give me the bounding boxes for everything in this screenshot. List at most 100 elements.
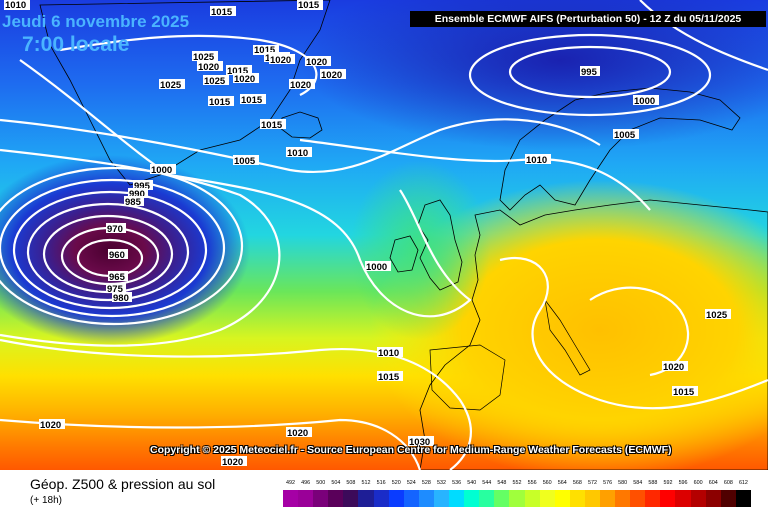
color-scale-bar — [283, 490, 751, 507]
isobar-985 — [0, 178, 226, 318]
pressure-label: 1010 — [378, 348, 399, 359]
pressure-label: 1020 — [40, 420, 61, 431]
pressure-label: 1020 — [222, 457, 243, 468]
pressure-label: 980 — [113, 293, 129, 304]
pressure-label: 1020 — [290, 80, 311, 91]
color-scale-value: 604 — [708, 480, 718, 486]
color-scale-swatch — [615, 490, 631, 507]
pressure-label: 1015 — [254, 45, 276, 56]
model-info-banner: Ensemble ECMWF AIFS (Perturbation 50) - … — [410, 11, 766, 27]
pressure-label: 990 — [129, 189, 145, 200]
pressure-label: 1015 — [298, 0, 320, 11]
northern-trough-shading — [300, 0, 768, 150]
color-scale-swatch — [675, 490, 691, 507]
isobar-1005 — [0, 118, 601, 174]
isobar-1010 — [299, 138, 651, 211]
color-scale-value: 592 — [663, 480, 673, 486]
pressure-label: 1015 — [211, 7, 233, 18]
pressure-label: 1005 — [234, 156, 256, 167]
color-scale-swatch — [464, 490, 480, 507]
color-scale-swatch — [509, 490, 525, 507]
pressure-label: 970 — [107, 224, 123, 235]
color-scale-value: 544 — [482, 480, 492, 486]
color-scale-swatch — [343, 490, 359, 507]
pressure-label: 1020 — [663, 362, 684, 373]
pressure-label: 1015 — [209, 97, 231, 108]
color-scale-swatch — [494, 490, 510, 507]
color-scale-swatch — [705, 490, 721, 507]
color-scale-swatch — [298, 490, 314, 507]
pressure-label: 995 — [134, 181, 151, 192]
pressure-label: 1000 — [634, 96, 655, 107]
pressure-label: 1020 — [270, 55, 291, 66]
pressure-label: 1030 — [409, 437, 430, 448]
color-scale-value: 576 — [603, 480, 613, 486]
pressure-labels: 1010 1015 1015 1015 1025 1015 1020 1020 … — [4, 0, 731, 468]
britain-coastline — [417, 199, 463, 291]
color-scale-swatch — [584, 490, 600, 507]
color-scale-swatch — [283, 490, 299, 507]
color-scale-swatch — [358, 490, 374, 507]
italy-coastline — [544, 299, 591, 376]
color-scale-swatch — [645, 490, 661, 507]
color-scale-value: 556 — [527, 480, 537, 486]
pressure-label: 1015 — [378, 372, 400, 383]
color-scale-value: 568 — [572, 480, 582, 486]
color-scale-value: 504 — [331, 480, 341, 486]
color-scale-value: 572 — [587, 480, 597, 486]
pressure-label: 1015 — [241, 95, 263, 106]
europe-coastline — [419, 199, 768, 470]
color-scale-value: 540 — [467, 480, 477, 486]
color-scale-value: 524 — [406, 480, 416, 486]
color-scale-swatch — [720, 490, 736, 507]
ireland-coastline — [389, 235, 419, 273]
scandinavia-coastline — [499, 87, 741, 211]
isobar-northern-low — [468, 33, 712, 117]
color-scale-value: 520 — [391, 480, 401, 486]
color-scale-value: 508 — [346, 480, 356, 486]
color-scale-value: 564 — [557, 480, 567, 486]
isobars — [0, 0, 768, 470]
iberia-coastline — [429, 344, 506, 411]
pressure-label: 1025 — [204, 76, 226, 87]
map-footer: Géop. Z500 & pression au sol (+ 18h) 492… — [0, 470, 768, 512]
color-scale-swatch — [418, 490, 434, 507]
color-scale-value: 548 — [497, 480, 507, 486]
color-scale-swatch — [433, 490, 450, 507]
pressure-label: 1020 — [234, 74, 255, 85]
isobar-995 — [0, 148, 281, 347]
color-scale-value: 560 — [542, 480, 552, 486]
pressure-label: 1020 — [306, 57, 327, 68]
pressure-label: 1000 — [151, 165, 172, 176]
color-scale-swatch — [554, 490, 570, 507]
isobar-975 — [26, 202, 190, 302]
pressure-label: 1025 — [160, 80, 182, 91]
isobar-europe-ridge — [499, 257, 768, 410]
color-scale-legend: 492 496 500 504 508 512 516 520 524 528 532 536 540 5… — [283, 480, 751, 510]
color-scale-value: 584 — [633, 480, 643, 486]
pressure-label: 975 — [107, 284, 124, 295]
pressure-label: 1010 — [287, 148, 308, 159]
pressure-label: 1010 — [5, 0, 26, 11]
isobar-greenland-high — [59, 34, 318, 96]
pressure-label: 1020 — [198, 62, 219, 73]
color-scale-swatch — [524, 490, 540, 507]
color-scale-value: 612 — [738, 480, 748, 486]
color-scale-swatch — [599, 490, 616, 507]
forecast-lead-time: (+ 18h) — [30, 495, 62, 506]
color-scale-value: 532 — [437, 480, 447, 486]
pressure-label: 1020 — [287, 428, 308, 439]
color-scale-swatch — [313, 490, 329, 507]
color-scale-swatch — [690, 490, 706, 507]
color-scale-swatch — [569, 490, 585, 507]
isobar-1020 — [0, 418, 422, 470]
copyright-notice: Copyright © 2025 Meteociel.fr - Source E… — [150, 444, 672, 456]
pressure-label: 965 — [109, 272, 126, 283]
pressure-label: 960 — [109, 250, 125, 261]
pressure-label: 1015 — [261, 120, 283, 131]
pressure-label: 995 — [581, 67, 598, 78]
isobar-northern-low-inner — [508, 45, 672, 99]
forecast-time: 7:00 locale — [22, 33, 130, 56]
color-scale-value: 492 — [286, 480, 296, 486]
isobar-1000 — [19, 59, 472, 318]
